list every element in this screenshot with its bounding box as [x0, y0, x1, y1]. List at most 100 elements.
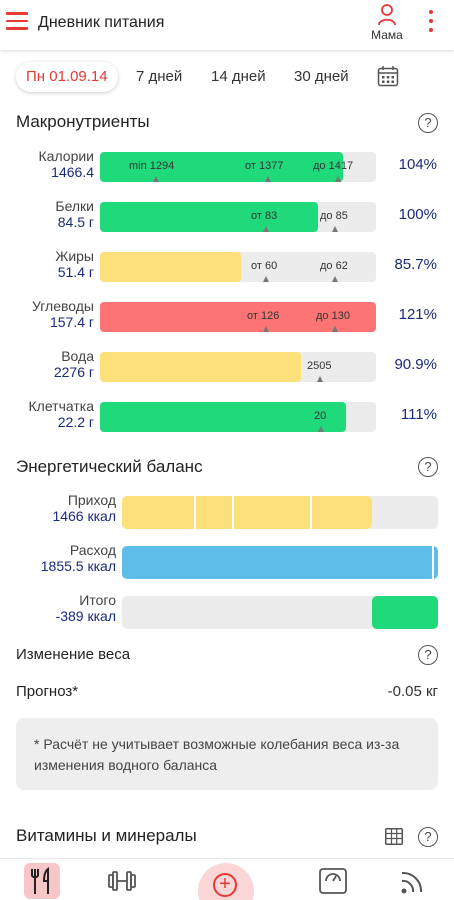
energy-bar-track — [122, 596, 438, 629]
forecast-note: * Расчёт не учитывает возможные колебани… — [16, 718, 438, 790]
macro-bar-track: от 60 до 62 — [100, 252, 376, 282]
macro-value: 22.2 г — [57, 414, 94, 430]
macro-bar-track: 20 — [100, 402, 376, 432]
add-icon: + — [213, 873, 237, 897]
energy-row-total: Итого -389 ккал — [0, 592, 454, 632]
forecast-row: Прогноз* -0.05 кг — [16, 683, 438, 700]
nav-training[interactable] — [106, 861, 138, 900]
feed-icon — [401, 871, 423, 894]
period-day[interactable]: Пн 01.09.14 — [16, 62, 118, 92]
energy-value: -389 ккал — [55, 608, 116, 624]
macro-bar-fill — [100, 202, 319, 232]
nav-food[interactable] — [24, 863, 60, 899]
vitamins-title: Витамины и минералы — [16, 826, 197, 845]
period-7-days[interactable]: 7 дней — [136, 68, 183, 85]
energy-help-icon[interactable]: ? — [418, 457, 438, 477]
macro-mark-from: от 60 — [251, 260, 278, 272]
macro-mark-from: от 1377 — [245, 160, 284, 172]
weight-help-icon[interactable]: ? — [418, 645, 438, 665]
menu-icon[interactable] — [6, 12, 28, 32]
macro-percent: 104% — [398, 156, 437, 173]
more-options-icon[interactable] — [424, 10, 438, 36]
macro-value: 84.5 г — [57, 214, 94, 230]
energy-value: 1466 ккал — [52, 508, 116, 524]
macro-mark-to: до 1417 — [313, 160, 354, 172]
macro-name: Белки — [55, 198, 94, 214]
macro-tick — [317, 376, 323, 382]
period-30-days[interactable]: 30 дней — [294, 68, 349, 85]
nav-feed[interactable] — [398, 861, 428, 900]
macro-tick — [263, 276, 269, 282]
macro-mark-target: 2505 — [307, 360, 332, 372]
macro-value: 2276 г — [53, 364, 94, 380]
scale-icon — [319, 868, 347, 894]
forecast-value: -0.05 кг — [387, 683, 438, 700]
macro-bar-track: от 126 до 130 — [100, 302, 376, 332]
macro-bar-fill — [100, 252, 241, 282]
macro-value: 51.4 г — [57, 264, 94, 280]
person-icon — [378, 4, 396, 26]
profile-button[interactable]: Мама — [367, 4, 407, 42]
forecast-label: Прогноз* — [16, 683, 79, 700]
segment-divider — [310, 496, 312, 529]
period-14-days[interactable]: 14 дней — [211, 68, 266, 85]
macro-bar-track: min 1294 от 1377 до 1417 — [100, 152, 376, 182]
energy-name: Итого — [79, 592, 116, 608]
macro-value: 157.4 г — [49, 314, 94, 330]
weight-change-title: Изменение веса — [16, 646, 438, 663]
table-icon[interactable] — [385, 828, 403, 845]
macro-bar-track: 2505 — [100, 352, 376, 382]
macro-percent: 111% — [400, 406, 437, 423]
macro-row-carbs: Углеводы 157.4 г от 126 до 130 121% — [0, 298, 454, 334]
macro-tick — [332, 326, 338, 332]
macro-percent: 85.7% — [394, 256, 437, 273]
macro-mark-min: min 1294 — [129, 160, 175, 172]
macro-name: Калории — [38, 148, 94, 164]
macro-row-water: Вода 2276 г 2505 90.9% — [0, 348, 454, 384]
energy-title: Энергетический баланс — [16, 457, 203, 476]
macro-percent: 100% — [398, 206, 437, 223]
macro-tick — [153, 176, 159, 182]
period-selector: Пн 01.09.14 7 дней 14 дней 30 дней — [16, 62, 446, 92]
energy-name: Расход — [69, 542, 116, 558]
energy-bar-fill — [371, 596, 438, 629]
weight-title-label: Изменение веса — [16, 646, 131, 663]
macro-bar-track: от 83 до 85 — [100, 202, 376, 232]
profile-label: Мама — [371, 28, 403, 42]
macro-mark-to: до 85 — [320, 210, 348, 222]
macro-tick — [318, 426, 324, 432]
energy-name: Приход — [67, 492, 116, 508]
macro-mark-to: до 130 — [316, 310, 350, 322]
segment-divider — [232, 496, 234, 529]
macro-tick — [332, 226, 338, 232]
macro-name: Клетчатка — [28, 398, 94, 414]
macro-name: Вода — [61, 348, 94, 364]
energy-row-expense: Расход 1855.5 ккал — [0, 542, 454, 582]
macro-bar-fill — [100, 152, 343, 182]
bottom-navigation: + — [0, 858, 454, 900]
macro-percent: 121% — [398, 306, 437, 323]
macro-tick — [265, 176, 271, 182]
macro-tick — [263, 326, 269, 332]
macro-mark-to: до 62 — [320, 260, 348, 272]
top-app-bar: Дневник питания Мама — [0, 0, 454, 50]
macro-value: 1466.4 — [51, 164, 94, 180]
page-title: Дневник питания — [38, 14, 165, 31]
segment-divider — [194, 496, 196, 529]
vitamins-help-icon[interactable]: ? — [418, 827, 438, 847]
macro-bar-fill — [100, 352, 302, 382]
macro-bar-fill — [100, 402, 346, 432]
nav-weight[interactable] — [318, 861, 348, 900]
macro-bar-fill — [100, 302, 376, 332]
macro-row-protein: Белки 84.5 г от 83 до 85 100% — [0, 198, 454, 234]
dumbbell-icon — [108, 871, 136, 891]
segment-divider — [432, 546, 434, 579]
macros-help-icon[interactable]: ? — [418, 113, 438, 133]
macro-row-calories: Калории 1466.4 min 1294 от 1377 до 1417 … — [0, 148, 454, 184]
add-button[interactable]: + — [198, 863, 254, 900]
macro-mark-from: от 126 — [247, 310, 280, 322]
energy-bar-track — [122, 546, 438, 579]
energy-value: 1855.5 ккал — [40, 558, 116, 574]
calendar-icon[interactable] — [377, 65, 399, 87]
macro-tick — [263, 226, 269, 232]
